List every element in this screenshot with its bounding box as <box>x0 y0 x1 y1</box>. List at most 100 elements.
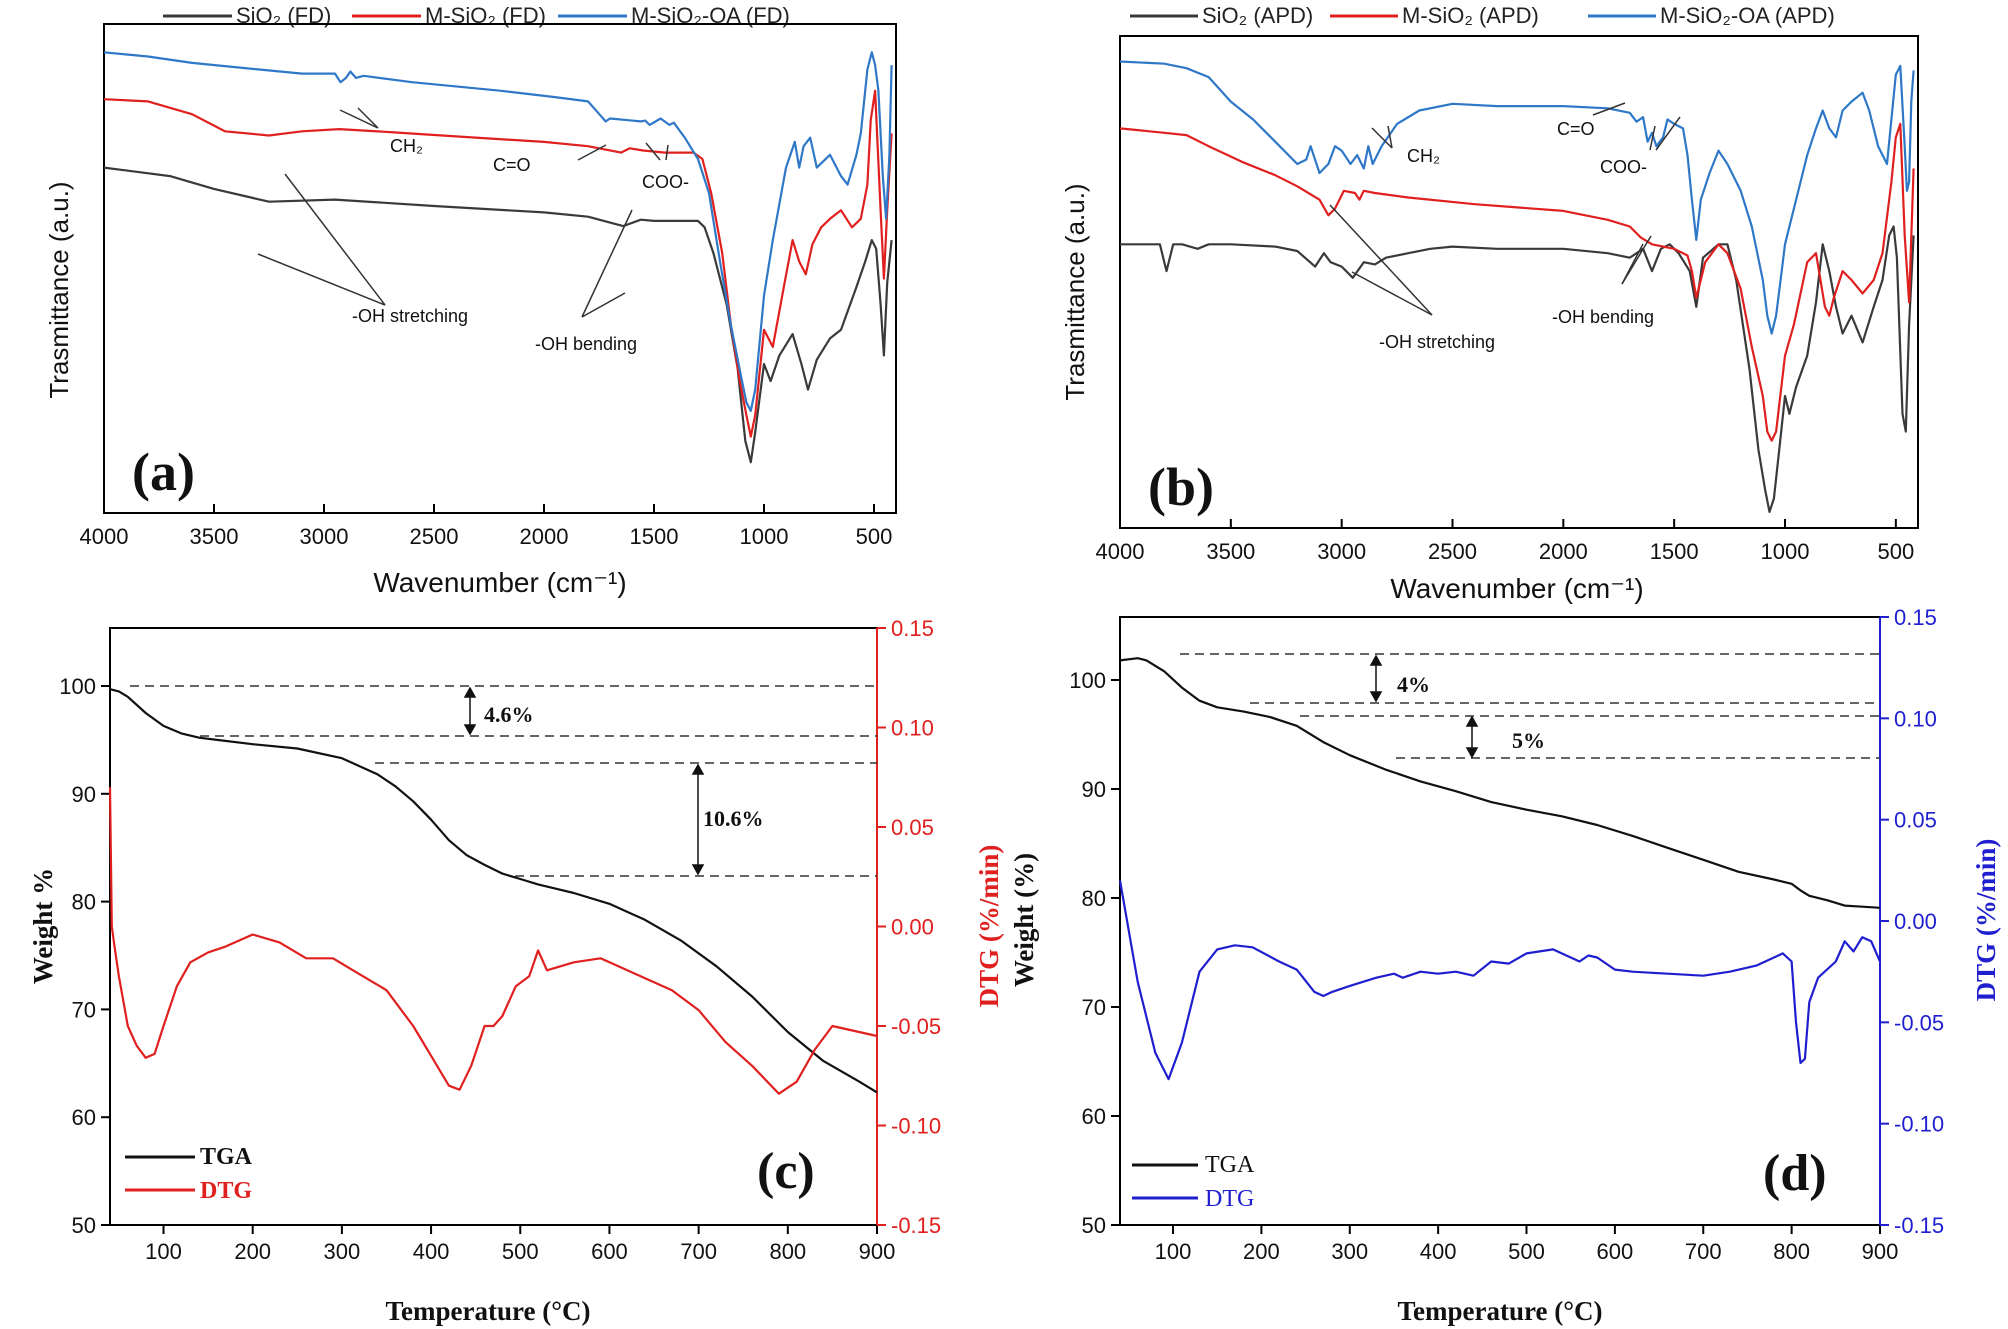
x-tick-label-c: 500 <box>502 1239 539 1264</box>
annotation-a-c-o: C=O <box>493 155 531 175</box>
x-tick-label-d: 200 <box>1243 1239 1280 1264</box>
x-axis-label-c: Temperature (°C) <box>385 1296 590 1326</box>
y-axis-label-c: Weight % <box>28 868 58 984</box>
x-ticks-b: 4000 3500 3000 2500 2000 1500 1000 500 <box>1096 519 1914 564</box>
weight-loss-arrows-d <box>1369 654 1479 759</box>
y-axis-label-d: Weight (%) <box>1009 853 1039 987</box>
x-tick-label-a: 2500 <box>410 524 459 549</box>
x-tick-label-a: 2000 <box>520 524 569 549</box>
legend-label-m-sio2-oa-apd: M-SiO₂-OA (APD) <box>1660 3 1835 28</box>
x-tick-label-c: 700 <box>680 1239 717 1264</box>
x-tick-label-d: 300 <box>1331 1239 1368 1264</box>
panel-d-tga-apd: 100 200 300 400 500 600 700 800 900 50 60 70 80 90 100… <box>1009 605 2001 1326</box>
y-tick-label-d: 60 <box>1082 1104 1106 1129</box>
x-tick-label-d: 800 <box>1773 1239 1810 1264</box>
y-tick-label-c: 90 <box>72 782 96 807</box>
panel-label-c: (c) <box>757 1143 815 1200</box>
panel-a-ftir-fd: SiO₂ (FD) M-SiO₂ (FD) M-SiO₂-OA (FD) 400… <box>44 3 897 598</box>
y2-tick-label-c: -0.05 <box>891 1014 941 1039</box>
y-axis-label-b: Trasmittance (a.u.) <box>1060 183 1090 400</box>
legend-d: TGA DTG <box>1132 1152 1255 1212</box>
y-axis-label-a: Trasmittance (a.u.) <box>44 181 74 398</box>
panel-label-b: (b) <box>1148 457 1214 517</box>
y2-tick-label-d: 0.05 <box>1894 808 1937 833</box>
annotation-a-oh-bending: -OH bending <box>535 334 637 354</box>
panel-c-tga-fd: 100 200 300 400 500 600 700 800 900 50 60 70 80 90 100… <box>28 616 1004 1326</box>
series-line-a-1 <box>103 89 893 438</box>
series-line-a-0 <box>103 166 893 464</box>
y2-tick-label-c: -0.15 <box>891 1213 941 1238</box>
axis-ticks-d: 100 200 300 400 500 600 700 800 900 50 60 70 80 90 100… <box>1069 605 1944 1264</box>
x-tick-label-c: 400 <box>413 1239 450 1264</box>
weight-loss-guides-d <box>1180 653 1880 759</box>
series-line-b-1 <box>1119 122 1915 442</box>
x-tick-label-d: 600 <box>1597 1239 1634 1264</box>
series-line-b-2 <box>1119 60 1915 335</box>
legend-b: SiO₂ (APD) M-SiO₂ (APD) M-SiO₂-OA (APD) <box>1130 3 1835 28</box>
annotation-b-oh-bending: -OH bending <box>1552 307 1654 327</box>
annotation-a-oh-stretching: -OH stretching <box>352 306 468 326</box>
annotation-c-10-6-percent: 10.6% <box>703 806 764 831</box>
x-axis-label-d: Temperature (°C) <box>1397 1296 1602 1326</box>
y2-tick-label-c: 0.10 <box>891 716 934 741</box>
x-tick-label-b: 1500 <box>1650 539 1699 564</box>
series-line-c-tga <box>109 688 878 1094</box>
annotations-b <box>1329 102 1681 316</box>
y2-tick-label-c: 0.05 <box>891 815 934 840</box>
plot-frame-d <box>1119 616 1881 1226</box>
y2-tick-label-c: 0.00 <box>891 915 934 940</box>
y-tick-label-c: 50 <box>72 1213 96 1238</box>
x-ticks-a: 4000 3500 3000 2500 2000 1500 1000 500 <box>80 504 892 549</box>
x-tick-label-c: 900 <box>859 1239 896 1264</box>
x-tick-label-d: 400 <box>1420 1239 1457 1264</box>
legend-label-tga-c: TGA <box>200 1144 253 1170</box>
y-tick-label-c: 70 <box>72 997 96 1022</box>
plot-frame-a <box>103 23 897 514</box>
x-tick-label-d: 100 <box>1155 1239 1192 1264</box>
annotation-b-oh-stretching: -OH stretching <box>1379 332 1495 352</box>
y2-tick-label-c: -0.10 <box>891 1114 941 1139</box>
legend-label-m-sio2-apd: M-SiO₂ (APD) <box>1402 3 1539 28</box>
x-tick-label-a: 1000 <box>740 524 789 549</box>
annotations-a <box>257 107 669 318</box>
annotation-b-c-o: C=O <box>1557 119 1595 139</box>
panel-label-d: (d) <box>1763 1145 1827 1202</box>
annotation-d-4-percent: 4% <box>1397 672 1430 697</box>
annotation-a-ch2: CH₂ <box>390 136 423 156</box>
x-tick-label-a: 3500 <box>190 524 239 549</box>
x-tick-label-b: 3500 <box>1206 539 1255 564</box>
series-group-a <box>103 51 893 464</box>
legend-label-sio2-apd: SiO₂ (APD) <box>1202 3 1313 28</box>
x-tick-label-b: 2500 <box>1428 539 1477 564</box>
panel-b-ftir-apd: SiO₂ (APD) M-SiO₂ (APD) M-SiO₂-OA (APD) … <box>1060 3 1919 604</box>
series-line-d-dtg <box>1118 880 1882 1081</box>
y-tick-label-d: 50 <box>1082 1213 1106 1238</box>
x-tick-label-d: 700 <box>1685 1239 1722 1264</box>
y-tick-label-d: 90 <box>1082 777 1106 802</box>
x-tick-label-a: 3000 <box>300 524 349 549</box>
x-axis-label-b: Wavenumber (cm⁻¹) <box>1390 573 1643 604</box>
y2-tick-label-d: -0.15 <box>1894 1213 1944 1238</box>
x-tick-label-c: 300 <box>324 1239 361 1264</box>
annotation-d-5-percent: 5% <box>1512 728 1545 753</box>
annotation-b-coo: COO- <box>1600 157 1647 177</box>
x-tick-label-c: 600 <box>591 1239 628 1264</box>
plot-frame-b <box>1119 35 1919 529</box>
series-group-c <box>108 688 878 1095</box>
y-tick-label-d: 80 <box>1082 886 1106 911</box>
x-tick-label-b: 2000 <box>1539 539 1588 564</box>
series-group-d <box>1118 657 1882 1081</box>
weight-loss-guides-c <box>130 685 877 877</box>
annotation-a-coo: COO- <box>642 172 689 192</box>
y-tick-label-d: 70 <box>1082 995 1106 1020</box>
x-tick-label-b: 3000 <box>1317 539 1366 564</box>
x-tick-label-d: 900 <box>1862 1239 1899 1264</box>
x-tick-label-c: 100 <box>145 1239 182 1264</box>
y2-tick-label-d: -0.05 <box>1894 1010 1944 1035</box>
y-tick-label-d: 100 <box>1069 668 1106 693</box>
x-tick-label-a: 4000 <box>80 524 129 549</box>
y-tick-label-c: 80 <box>72 890 96 915</box>
annotation-b-ch2: CH₂ <box>1407 146 1440 166</box>
y2-tick-label-d: 0.00 <box>1894 909 1937 934</box>
